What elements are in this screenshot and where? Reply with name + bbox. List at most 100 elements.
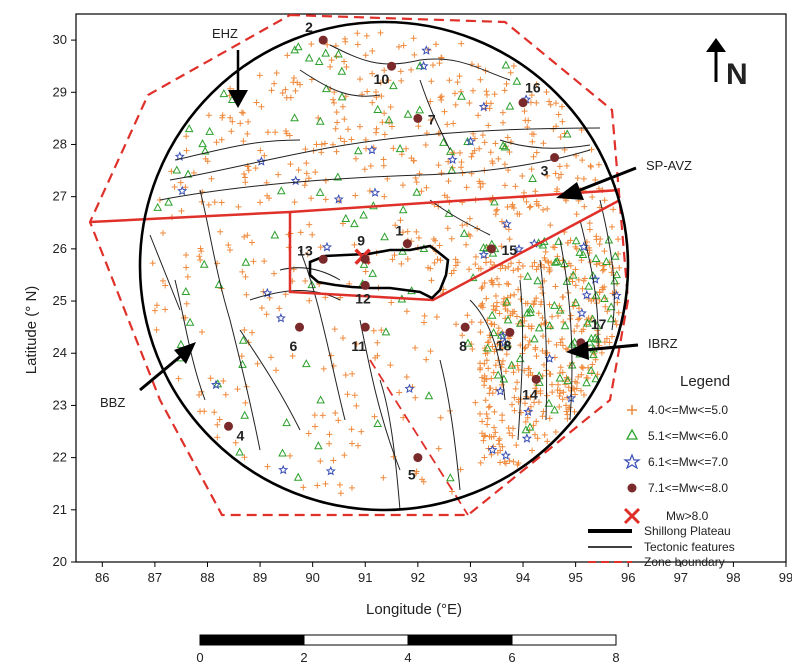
event-mw4-5 xyxy=(490,369,497,376)
svg-text:Shillong Plateau: Shillong Plateau xyxy=(644,524,731,538)
event-mw4-5 xyxy=(333,148,340,155)
event-mw4-5 xyxy=(348,484,355,491)
event-mw4-5 xyxy=(308,195,315,202)
event-mw4-5 xyxy=(435,162,442,169)
event-mw6-7 xyxy=(478,101,489,112)
event-mw4-5 xyxy=(577,387,584,394)
event-mw6-7 xyxy=(465,136,476,146)
event-mw7-8 xyxy=(460,322,470,332)
event-mw5-6 xyxy=(463,137,472,146)
event-mw4-5 xyxy=(463,184,470,191)
event-mw4-5 xyxy=(499,443,506,450)
y-tick-label: 29 xyxy=(53,84,67,99)
event-mw4-5 xyxy=(352,192,359,199)
event-mw4-5 xyxy=(513,442,520,449)
event-mw4-5 xyxy=(613,321,620,328)
event-mw4-5 xyxy=(575,276,582,283)
y-axis-ticks: 20 21 22 23 24 25 26 27 28 29 30 xyxy=(53,32,76,569)
ibrz-arrow xyxy=(584,343,639,352)
event-mw4-5 xyxy=(527,99,534,106)
event-mw4-5 xyxy=(472,261,479,268)
legend-item-mw-over-8: Mw>8.0 xyxy=(623,507,709,525)
event-mw4-5 xyxy=(513,313,520,320)
north-arrow: N xyxy=(706,38,748,91)
event-mw7-8 xyxy=(318,254,328,264)
event-mw7-8 xyxy=(550,153,560,163)
event-mw4-5 xyxy=(229,118,236,125)
event-mw4-5 xyxy=(586,226,593,233)
event-mw7-8 xyxy=(402,239,412,249)
event-mw4-5 xyxy=(585,315,592,322)
event-mw6-7 xyxy=(366,144,377,155)
event-mw4-5 xyxy=(356,123,363,130)
event-mw4-5 xyxy=(162,306,169,313)
event-mw5-6 xyxy=(528,173,537,182)
event-mw4-5 xyxy=(547,101,554,108)
event-mw4-5 xyxy=(437,257,444,264)
event-mw4-5 xyxy=(522,300,529,307)
event-mw4-5 xyxy=(282,128,289,135)
event-mw4-5 xyxy=(476,145,483,152)
event-mw4-5 xyxy=(238,353,245,360)
event-mw5-6 xyxy=(503,315,513,324)
event-mw4-5 xyxy=(603,335,610,342)
event-mw5-6 xyxy=(507,360,517,369)
event-mw4-5 xyxy=(395,43,402,50)
event-mw4-5 xyxy=(483,88,490,95)
event-mw4-5 xyxy=(559,118,566,125)
event-mw4-5 xyxy=(533,99,540,106)
event-mw4-5 xyxy=(444,121,451,128)
event-mw4-5 xyxy=(377,79,384,86)
event-mw4-5 xyxy=(549,389,556,396)
event-mw4-5 xyxy=(336,481,343,488)
event-mw5-6 xyxy=(591,374,601,383)
event-mw4-5 xyxy=(272,129,279,136)
event-mw5-6 xyxy=(533,276,542,285)
event-mw4-5 xyxy=(615,309,622,316)
event-mw4-5 xyxy=(214,260,221,267)
event-mw4-5 xyxy=(362,268,369,275)
tectonic-fault xyxy=(249,290,341,301)
x-axis-title: Longitude (°E) xyxy=(366,601,462,618)
cross-symbol-icon xyxy=(623,507,641,525)
event-mw4-5 xyxy=(578,371,585,378)
event-mw4-5 xyxy=(567,237,574,244)
event-mw4-5 xyxy=(435,445,442,452)
event-mw4-5 xyxy=(466,215,473,222)
event-mw5-6 xyxy=(350,219,359,228)
event-mw6-7 xyxy=(174,151,185,161)
event-mw4-5 xyxy=(469,346,476,353)
event-mw4-5 xyxy=(472,399,479,406)
event-mw4-5 xyxy=(308,41,315,48)
event-mw5-6 xyxy=(610,276,619,285)
event-mw5-6 xyxy=(415,61,425,70)
svg-text:Tectonic features: Tectonic features xyxy=(644,540,735,554)
event-mw4-5 xyxy=(294,79,301,86)
spavz-arrow xyxy=(574,166,637,194)
event-mw4-5 xyxy=(541,431,548,438)
tectonic-fault xyxy=(159,149,591,201)
event-mw5-6 xyxy=(184,124,194,133)
event-mw4-5 xyxy=(249,329,256,336)
event-mw4-5 xyxy=(421,319,428,326)
event-mw4-5 xyxy=(330,96,337,103)
legend-item-mw4-5: 4.0<=Mw<=5.0 xyxy=(627,403,728,417)
event-mw4-5 xyxy=(273,70,280,77)
event-mw4-5 xyxy=(504,204,511,211)
event-mw4-5 xyxy=(341,58,348,65)
event-mw4-5 xyxy=(515,366,522,373)
event-mw4-5 xyxy=(492,211,499,218)
event-mw4-5 xyxy=(419,476,426,483)
event-mw4-5 xyxy=(481,139,488,146)
event-mw4-5 xyxy=(486,105,493,112)
event-mw4-5 xyxy=(525,117,532,124)
event-mw4-5 xyxy=(386,119,393,126)
event-mw4-5 xyxy=(369,48,376,55)
event-mw4-5 xyxy=(499,412,506,419)
event-mw4-5 xyxy=(398,260,405,267)
event-mw4-5 xyxy=(600,266,607,273)
event-mw4-5 xyxy=(317,458,324,465)
x-tick-label: 96 xyxy=(621,570,635,585)
legend-item-mw5-6: 5.1<=Mw<=6.0 xyxy=(625,428,728,443)
zone-outer-boundary xyxy=(88,13,630,517)
